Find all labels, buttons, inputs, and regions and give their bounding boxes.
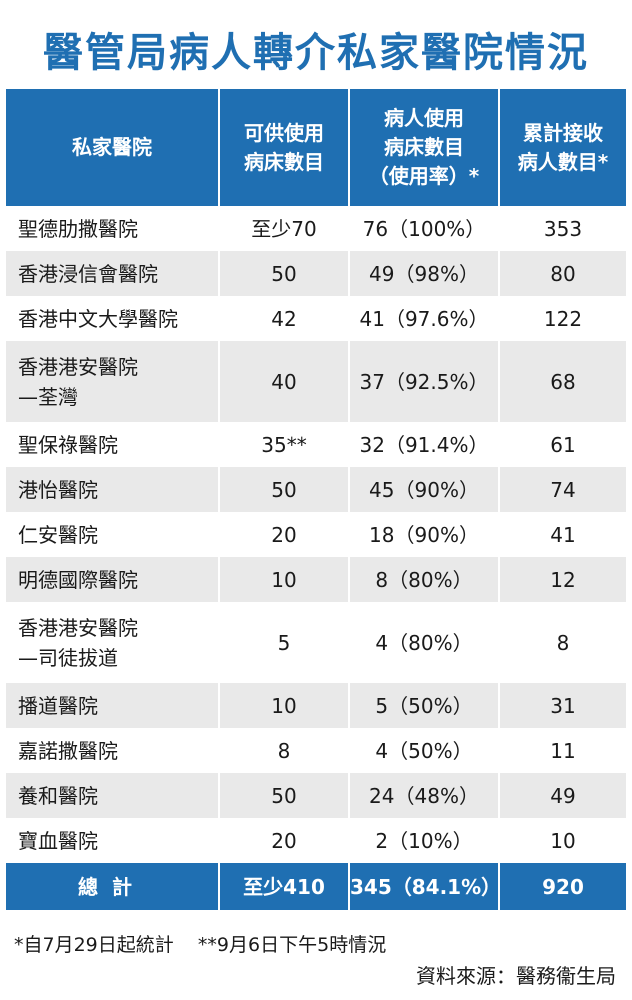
used-beds: 4（50%）	[349, 728, 500, 773]
hospital-name: 播道醫院	[6, 683, 220, 728]
used-beds: 76（100%）	[349, 206, 500, 251]
patients-count: 11	[499, 728, 626, 773]
available-beds: 35**	[219, 422, 350, 467]
patients-count: 10	[499, 818, 626, 863]
available-beds: 50	[219, 467, 350, 512]
available-beds: 至少70	[219, 206, 350, 251]
hospital-name: 養和醫院	[6, 773, 220, 818]
table-row: 養和醫院 50 24（48%） 49	[6, 773, 626, 818]
total-hospital-name: 總計	[6, 863, 220, 910]
used-beds: 45（90%）	[349, 467, 500, 512]
header-available-beds: 可供使用 病床數目	[219, 89, 350, 206]
total-patients-count: 920	[499, 863, 626, 910]
header-hospital: 私家醫院	[6, 89, 220, 206]
hospital-name: 嘉諾撒醫院	[6, 728, 220, 773]
available-beds: 20	[219, 512, 350, 557]
used-beds: 2（10%）	[349, 818, 500, 863]
table-body: 聖德肋撒醫院 至少70 76（100%） 353 香港浸信會醫院 50 49（98%） 80 香…	[6, 206, 626, 910]
total-used-beds: 345（84.1%）	[349, 863, 501, 910]
hospital-name: 明德國際醫院	[6, 557, 220, 602]
patients-count: 61	[499, 422, 626, 467]
patients-count: 68	[499, 341, 626, 422]
table-row: 香港港安醫院 —司徒拔道 5 4（80%） 8	[6, 602, 626, 683]
used-beds: 24（48%）	[349, 773, 500, 818]
hospital-name: 香港浸信會醫院	[6, 251, 220, 296]
available-beds: 40	[219, 341, 350, 422]
patients-count: 49	[499, 773, 626, 818]
available-beds: 10	[219, 557, 350, 602]
total-row: 總計 至少410 345（84.1%） 920	[6, 863, 626, 910]
available-beds: 50	[219, 773, 350, 818]
table-row: 港怡醫院 50 45（90%） 74	[6, 467, 626, 512]
table-header-row: 私家醫院 可供使用 病床數目 病人使用 病床數目 （使用率）* 累計接收 病人數目*	[6, 89, 626, 206]
table-row: 寶血醫院 20 2（10%） 10	[6, 818, 626, 863]
hospital-name: 香港港安醫院 —司徒拔道	[6, 602, 220, 683]
used-beds: 18（90%）	[349, 512, 500, 557]
available-beds: 20	[219, 818, 350, 863]
patients-count: 122	[499, 296, 626, 341]
used-beds: 41（97.6%）	[349, 296, 500, 341]
table-row: 聖保祿醫院 35** 32（91.4%） 61	[6, 422, 626, 467]
total-available-beds: 至少410	[219, 863, 350, 910]
hospital-name: 香港中文大學醫院	[6, 296, 220, 341]
used-beds: 37（92.5%）	[349, 341, 500, 422]
patients-count: 31	[499, 683, 626, 728]
header-patients: 累計接收 病人數目*	[499, 89, 626, 206]
used-beds: 8（80%）	[349, 557, 500, 602]
hospital-name: 港怡醫院	[6, 467, 220, 512]
used-beds: 5（50%）	[349, 683, 500, 728]
header-used-beds: 病人使用 病床數目 （使用率）*	[349, 89, 500, 206]
available-beds: 10	[219, 683, 350, 728]
table-row: 嘉諾撒醫院 8 4（50%） 11	[6, 728, 626, 773]
used-beds: 49（98%）	[349, 251, 500, 296]
hospital-name: 仁安醫院	[6, 512, 220, 557]
patients-count: 8	[499, 602, 626, 683]
patients-count: 12	[499, 557, 626, 602]
table-row: 聖德肋撒醫院 至少70 76（100%） 353	[6, 206, 626, 251]
footnotes: *自7月29日起統計 **9月6日下午5時情況	[14, 934, 387, 956]
source-credit: 資料來源：醫務衞生局	[416, 964, 616, 988]
table-row: 香港浸信會醫院 50 49（98%） 80	[6, 251, 626, 296]
available-beds: 50	[219, 251, 350, 296]
page-title: 醫管局病人轉介私家醫院情況	[43, 30, 589, 76]
patients-count: 41	[499, 512, 626, 557]
hospital-name: 聖德肋撒醫院	[6, 206, 220, 251]
table-row: 仁安醫院 20 18（90%） 41	[6, 512, 626, 557]
available-beds: 8	[219, 728, 350, 773]
patients-count: 353	[499, 206, 626, 251]
patients-count: 80	[499, 251, 626, 296]
hospital-name: 寶血醫院	[6, 818, 220, 863]
used-beds: 32（91.4%）	[349, 422, 500, 467]
used-beds: 4（80%）	[349, 602, 500, 683]
table-row: 明德國際醫院 10 8（80%） 12	[6, 557, 626, 602]
hospital-name: 香港港安醫院 —荃灣	[6, 341, 220, 422]
table-row: 香港港安醫院 —荃灣 40 37（92.5%） 68	[6, 341, 626, 422]
hospital-table: 私家醫院 可供使用 病床數目 病人使用 病床數目 （使用率）* 累計接收 病人數目* 聖…	[6, 89, 626, 910]
available-beds: 5	[219, 602, 350, 683]
hospital-name: 聖保祿醫院	[6, 422, 220, 467]
available-beds: 42	[219, 296, 350, 341]
patients-count: 74	[499, 467, 626, 512]
table-row: 播道醫院 10 5（50%） 31	[6, 683, 626, 728]
table-row: 香港中文大學醫院 42 41（97.6%） 122	[6, 296, 626, 341]
